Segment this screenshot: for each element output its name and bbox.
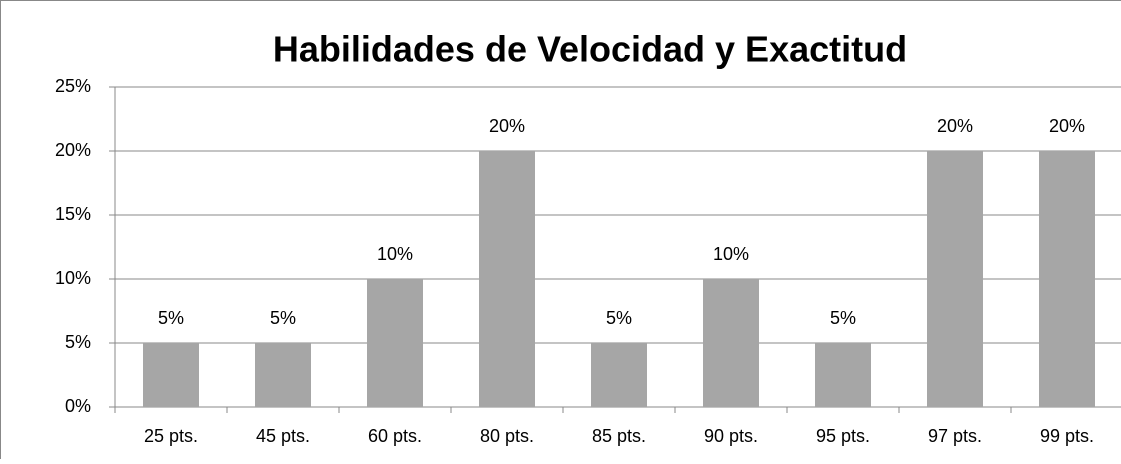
data-label: 5% [830,308,856,328]
bar [255,343,311,407]
x-tick-label: 80 pts. [480,426,534,446]
bar [479,151,535,407]
data-label: 20% [489,116,525,136]
bar [927,151,983,407]
x-tick-label: 85 pts. [592,426,646,446]
data-label: 5% [158,308,184,328]
data-label: 20% [1049,116,1085,136]
data-label: 5% [606,308,632,328]
data-label: 10% [377,244,413,264]
y-tick-label: 25% [55,76,91,96]
bar [367,279,423,407]
data-label: 20% [937,116,973,136]
bar [143,343,199,407]
y-tick-label: 15% [55,204,91,224]
y-tick-label: 20% [55,140,91,160]
data-label: 5% [270,308,296,328]
y-tick-label: 10% [55,268,91,288]
bar [1039,151,1095,407]
chart-title: Habilidades de Velocidad y Exactitud [273,29,907,70]
x-tick-label: 90 pts. [704,426,758,446]
x-tick-label: 45 pts. [256,426,310,446]
x-tick-label: 25 pts. [144,426,198,446]
bar [591,343,647,407]
data-label: 10% [713,244,749,264]
y-tick-label: 5% [65,332,91,352]
x-tick-label: 99 pts. [1040,426,1094,446]
y-tick-label: 0% [65,396,91,416]
bar [815,343,871,407]
x-tick-label: 60 pts. [368,426,422,446]
x-tick-label: 97 pts. [928,426,982,446]
bar [703,279,759,407]
x-tick-label: 95 pts. [816,426,870,446]
